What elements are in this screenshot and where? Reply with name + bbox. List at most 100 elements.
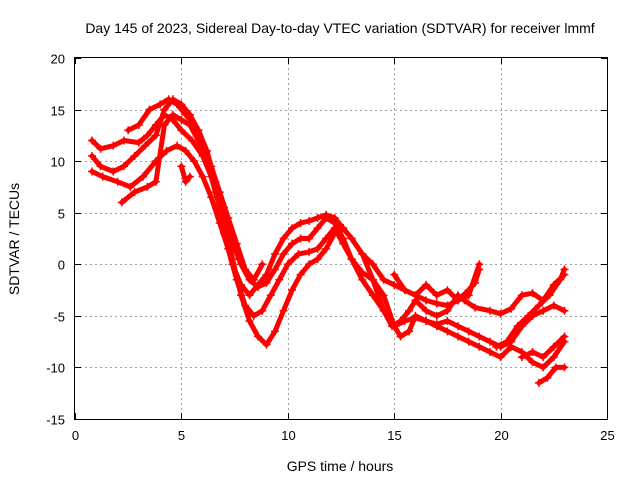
data-point (219, 219, 228, 228)
data-point (339, 224, 348, 233)
data-point (475, 260, 484, 269)
data-point (396, 332, 405, 341)
data-point (405, 327, 414, 336)
data-point (432, 291, 441, 300)
data-point (432, 322, 441, 331)
y-tick-label: 0 (58, 258, 65, 273)
data-point (543, 373, 552, 382)
data-point (113, 177, 122, 186)
data-point (151, 131, 160, 140)
data-point (151, 177, 160, 186)
x-tick-label: 0 (72, 428, 79, 443)
data-point (443, 317, 452, 326)
data-point (358, 249, 367, 258)
data-point (96, 144, 105, 153)
data-point (241, 265, 250, 274)
x-axis-label: GPS time / hours (287, 458, 394, 474)
data-point (130, 188, 139, 197)
data-point (296, 219, 305, 228)
data-point (322, 213, 331, 222)
data-point (271, 249, 280, 258)
data-point (279, 234, 288, 243)
data-point (88, 151, 97, 160)
data-point (545, 291, 554, 300)
data-point (347, 234, 356, 243)
chart-title: Day 145 of 2023, Sidereal Day-to-day VTE… (85, 20, 594, 36)
data-point (288, 286, 297, 295)
grid (75, 58, 607, 419)
series-trace-5 (125, 96, 265, 283)
series-trace-7 (493, 266, 567, 350)
data-point (119, 162, 128, 171)
data-point (534, 301, 543, 310)
data-point (549, 353, 558, 362)
data-point (475, 332, 484, 341)
data-point (528, 358, 537, 367)
data-point (305, 234, 314, 243)
data-point (266, 291, 275, 300)
data-point (168, 110, 177, 119)
data-point (411, 313, 420, 322)
data-point (379, 306, 388, 315)
data-point (502, 337, 511, 346)
series-trace-9 (536, 364, 567, 386)
y-tick-label: -15 (46, 413, 65, 428)
data-point (339, 239, 348, 248)
y-tick-label: 15 (51, 104, 65, 119)
data-point (173, 100, 182, 109)
data-point (400, 286, 409, 295)
data-point (432, 311, 441, 320)
data-point (224, 213, 233, 222)
data-point (262, 340, 271, 349)
data-point (236, 291, 245, 300)
data-point (134, 138, 143, 147)
data-point (207, 162, 216, 171)
data-point (443, 286, 452, 295)
data-point (177, 162, 186, 171)
data-point (228, 255, 237, 264)
data-point (485, 306, 494, 315)
data-point (139, 172, 148, 181)
data-point (390, 322, 399, 331)
data-point (279, 249, 288, 258)
data-point (254, 332, 263, 341)
data-point (313, 255, 322, 264)
data-point (464, 337, 473, 346)
data-point (181, 177, 190, 186)
data-point (330, 229, 339, 238)
data-point (422, 317, 431, 326)
data-point (379, 275, 388, 284)
data-point (322, 234, 331, 243)
data-point (160, 105, 169, 114)
data-point (249, 311, 258, 320)
y-tick-label: 10 (51, 155, 65, 170)
data-point (379, 291, 388, 300)
data-point (322, 244, 331, 253)
data-point (390, 270, 399, 279)
data-point (464, 291, 473, 300)
data-point (162, 146, 171, 155)
data-point (254, 282, 263, 291)
data-point (313, 244, 322, 253)
data-point (156, 100, 165, 109)
data-point (164, 95, 173, 104)
data-point (549, 301, 558, 310)
data-point (88, 167, 97, 176)
data-point (88, 136, 97, 145)
data-point (215, 188, 224, 197)
axis-ticks: 0 5 10 15 20 25 -15 -10 -5 0 5 10 15 20 (46, 52, 615, 444)
data-point (390, 280, 399, 289)
data-point (539, 306, 548, 315)
data-point (145, 105, 154, 114)
x-tick-label: 15 (387, 428, 401, 443)
data-point (556, 275, 565, 284)
data-point (207, 193, 216, 202)
data-point (288, 224, 297, 233)
data-point (443, 306, 452, 315)
data-point (271, 327, 280, 336)
data-point (422, 280, 431, 289)
data-point (305, 247, 314, 256)
data-point (368, 260, 377, 269)
data-point (258, 306, 267, 315)
